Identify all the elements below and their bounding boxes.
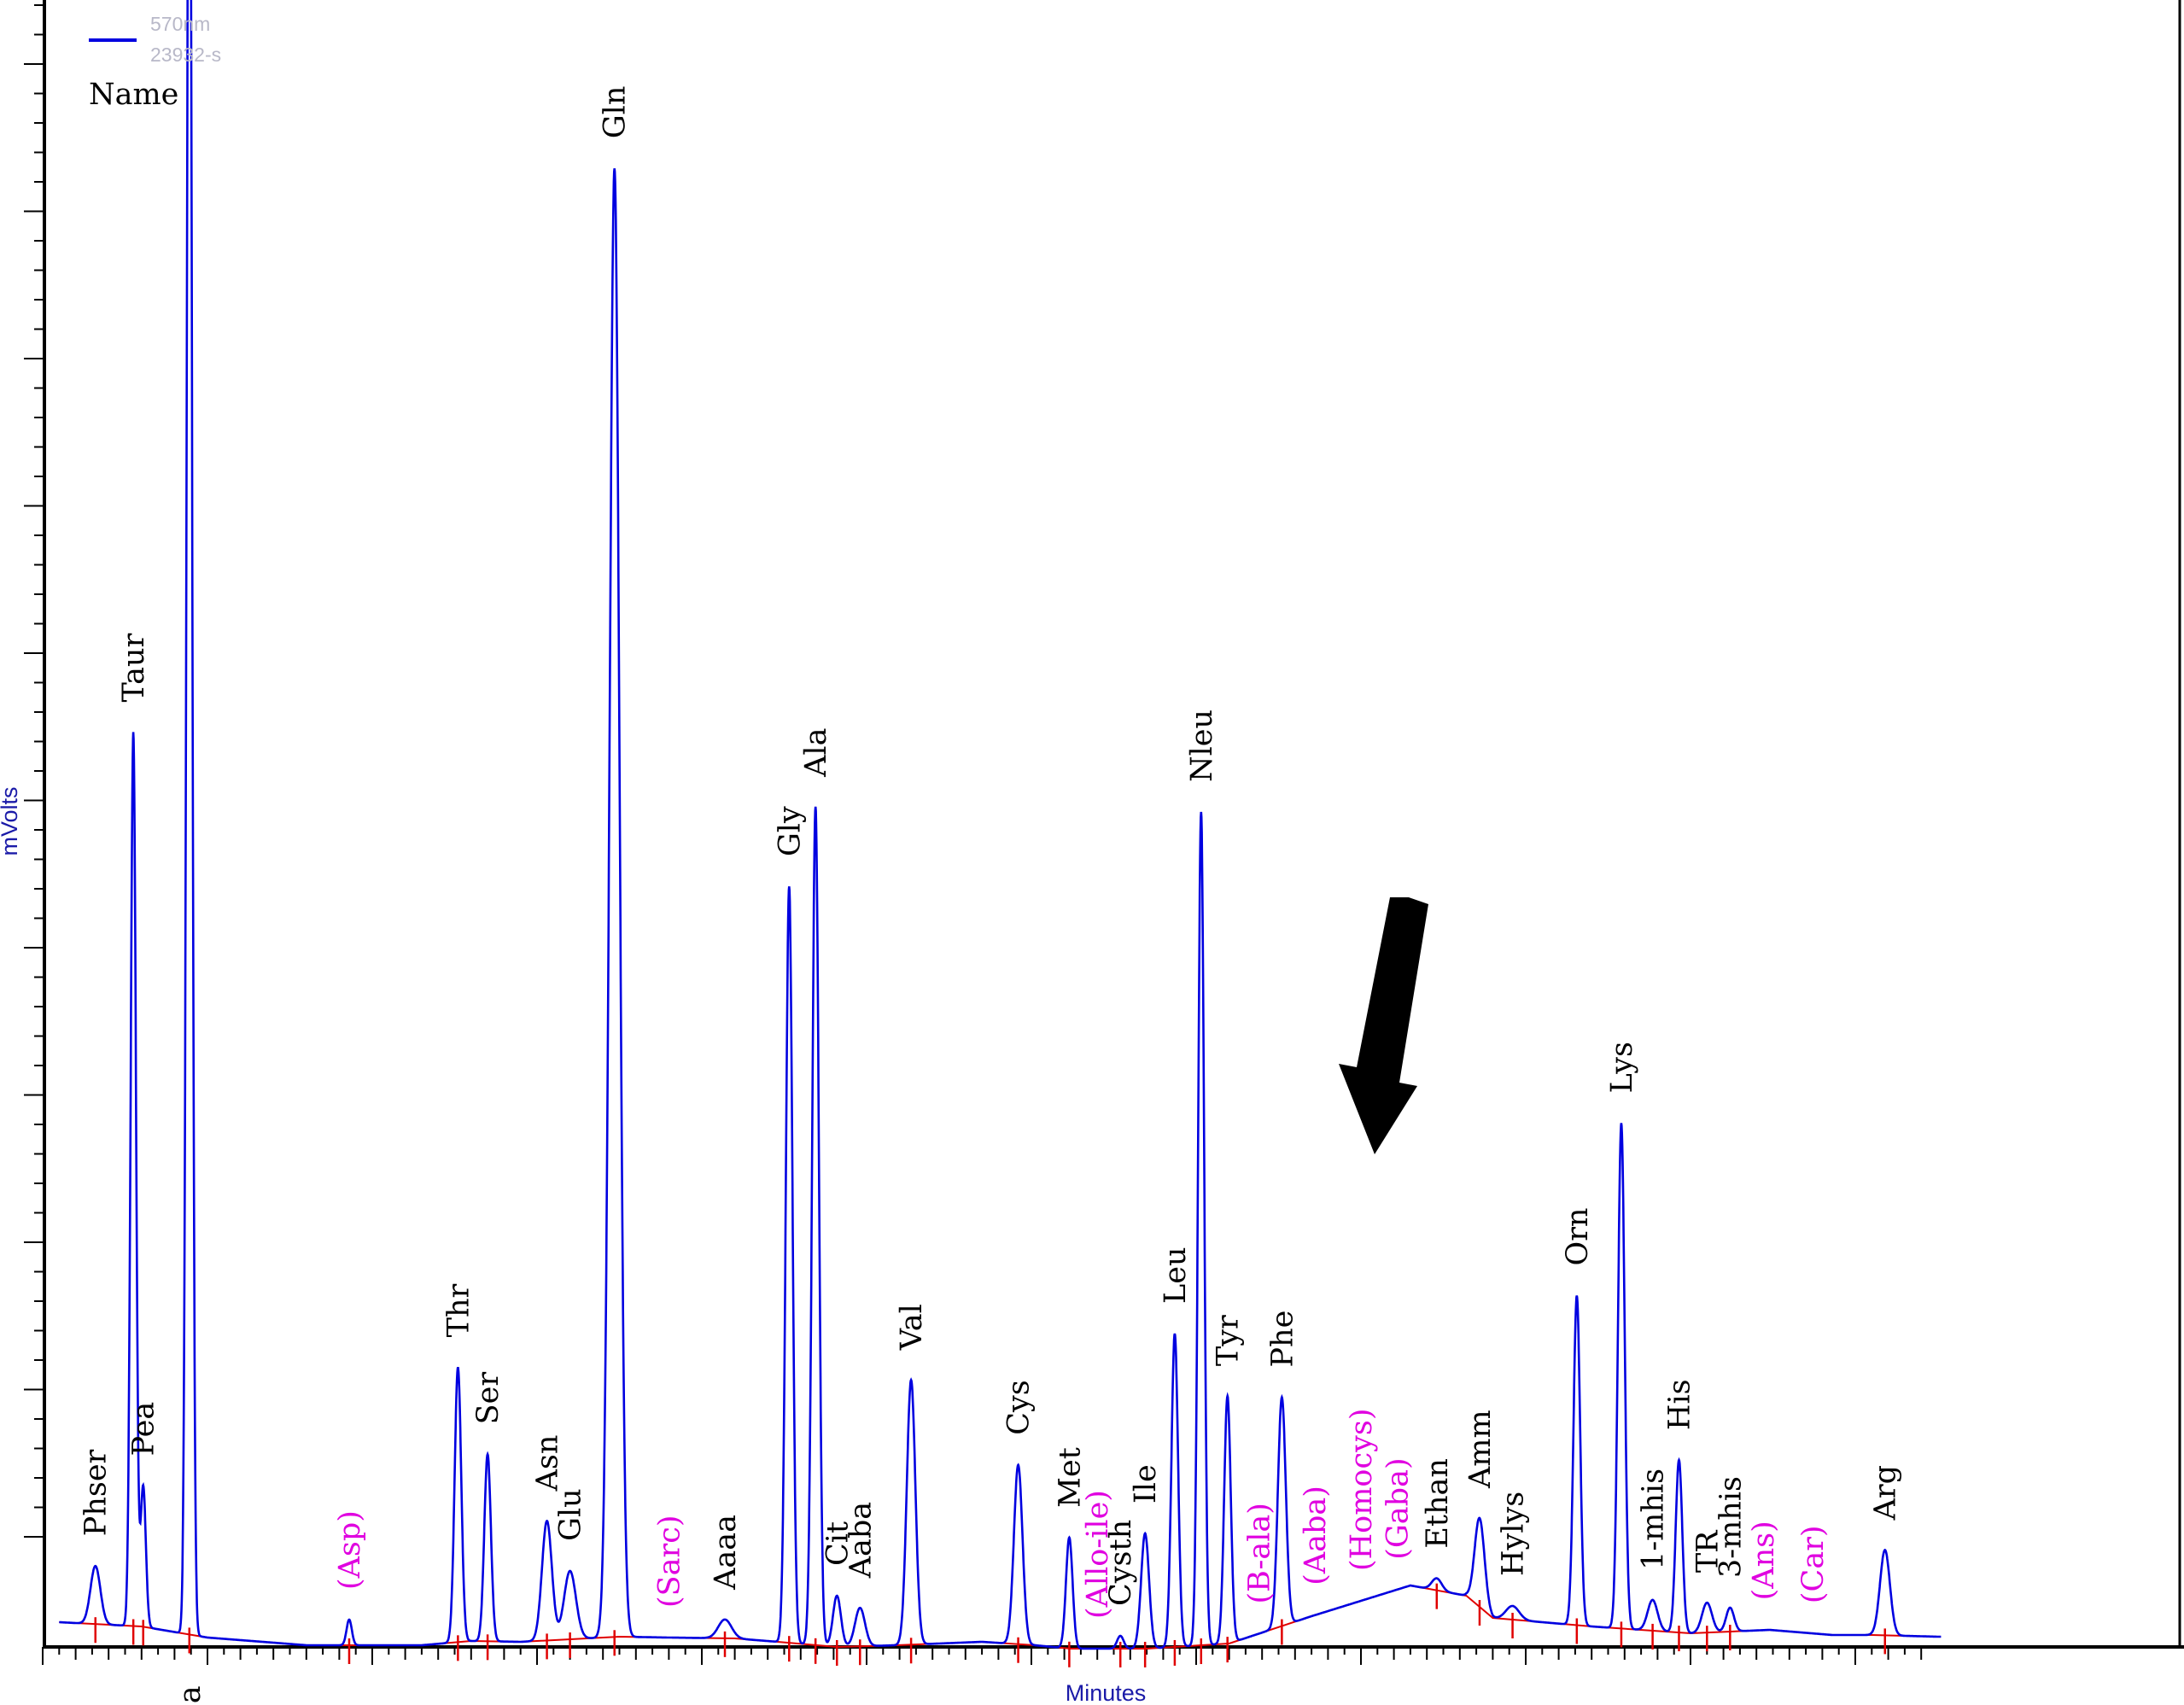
peak-label-aaba: (Aaba): [1299, 1486, 1333, 1585]
peak-label-ile: Ile: [1129, 1464, 1163, 1504]
peak-label-arg: Arg: [1869, 1465, 1903, 1521]
peak-label-glu: Glu: [554, 1488, 588, 1541]
peak-label-allo-ile: (Allo-ile): [1081, 1490, 1115, 1619]
y-axis-title: mVolts: [0, 786, 22, 855]
peak-label-hylys: Hylys: [1497, 1492, 1531, 1576]
peak-label-cysth: Cysth: [1104, 1520, 1138, 1606]
peak-label-pea: Pea: [127, 1402, 161, 1457]
peak-label-met: Met: [1053, 1447, 1087, 1508]
peak-label-b-ala: (B-ala): [1242, 1503, 1276, 1603]
peak-label-aaba: Aaba: [844, 1502, 878, 1579]
peak-label-ethan: Ethan: [1421, 1458, 1455, 1549]
peak-label-amm: Amm: [1463, 1410, 1498, 1489]
peak-label-ala: Ala: [799, 727, 833, 777]
peak-label-lys: Lys: [1605, 1042, 1639, 1093]
peak-label-ser: Ser: [471, 1372, 505, 1425]
peak-label-cit: Cit: [820, 1521, 855, 1566]
legend: 570nm 23932-s Name: [89, 13, 221, 112]
peak-label-ans: (Ans): [1747, 1521, 1781, 1600]
legend-series-label: 570nm: [150, 13, 210, 35]
peak-label-thr: Thr: [441, 1283, 476, 1337]
peak-label-sarc: (Sarc): [652, 1515, 686, 1609]
peak-label-gly: Gly: [773, 806, 807, 856]
peak-label-urea: Urea: [173, 1685, 207, 1705]
peak-label-phser: Phser: [79, 1449, 114, 1536]
peak-label-gaba: (Gaba): [1381, 1457, 1415, 1559]
peak-label-homocys: (Homocys): [1345, 1408, 1379, 1571]
peak-label-phe: Phe: [1265, 1311, 1299, 1368]
series-570nm-trace: [59, 0, 1942, 1650]
trace-line: [59, 0, 1942, 1650]
peak-label-aaaa: Aaaa: [709, 1515, 743, 1591]
legend-file-label: 23932-s: [150, 44, 221, 66]
peak-label-1-mhis: 1-mhis: [1637, 1469, 1671, 1570]
peak-label-cys: Cys: [1002, 1380, 1037, 1435]
peak-label-tr: TR: [1691, 1529, 1725, 1573]
highlight-arrow: [1339, 897, 1428, 1154]
peak-label-car: (Car): [1796, 1525, 1831, 1603]
legend-name-header: Name: [89, 78, 178, 112]
peak-label-nleu: Nleu: [1185, 709, 1219, 782]
peak-label-3-mhis: 3-mhis: [1714, 1476, 1748, 1578]
peak-label-his: His: [1662, 1379, 1696, 1430]
peak-label-val: Val: [895, 1304, 929, 1351]
peak-label-leu: Leu: [1159, 1247, 1193, 1304]
peak-label-asp: (Asp): [333, 1510, 367, 1590]
x-axis-title: Minutes: [1066, 1680, 1147, 1705]
peak-label-gln: Gln: [599, 86, 633, 139]
peak-label-tyr: Tyr: [1212, 1315, 1246, 1366]
peak-label-asn: Asn: [531, 1435, 565, 1492]
peak-label-orn: Orn: [1561, 1208, 1595, 1266]
peak-label-taur: Taur: [117, 633, 151, 702]
